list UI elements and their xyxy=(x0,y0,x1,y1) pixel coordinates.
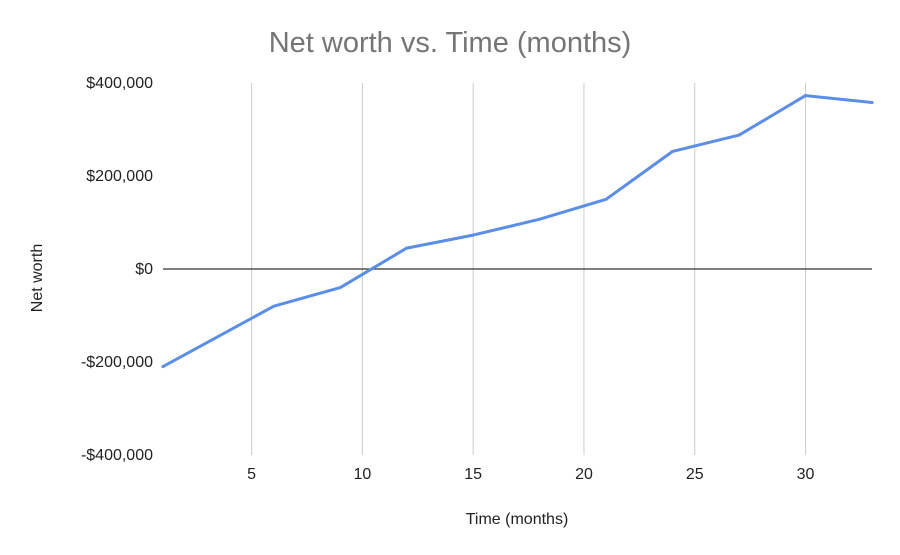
series-group xyxy=(161,94,874,369)
x-axis-title: Time (months) xyxy=(466,511,569,528)
data-point xyxy=(671,149,675,153)
x-tick-label: 5 xyxy=(247,466,256,483)
y-tick-label: $200,000 xyxy=(86,168,153,185)
chart-title: Net worth vs. Time (months) xyxy=(269,27,632,59)
y-tick-label: -$200,000 xyxy=(81,354,153,371)
data-point xyxy=(471,233,475,237)
data-point xyxy=(272,304,276,308)
data-point xyxy=(804,94,808,98)
x-tick-label: 10 xyxy=(354,466,372,483)
y-axis-title: Net worth xyxy=(29,244,46,312)
y-tick-label: $400,000 xyxy=(86,75,153,92)
data-point xyxy=(161,365,165,369)
data-point xyxy=(405,246,409,250)
data-point xyxy=(604,197,608,201)
x-tick-label: 25 xyxy=(686,466,704,483)
y-tick-label: $0 xyxy=(135,261,153,278)
x-axis-ticks: 5 10 15 20 25 30 xyxy=(247,466,814,483)
data-point xyxy=(338,286,342,290)
data-point xyxy=(538,217,542,221)
x-tick-label: 15 xyxy=(464,466,482,483)
data-point xyxy=(870,101,874,105)
data-point xyxy=(737,133,741,137)
y-tick-label: -$400,000 xyxy=(81,447,153,464)
x-tick-label: 30 xyxy=(797,466,815,483)
series-line xyxy=(161,94,874,369)
y-axis-ticks: -$400,000 -$200,000 $0 $200,000 $400,000 xyxy=(81,75,153,464)
x-tick-label: 20 xyxy=(575,466,593,483)
